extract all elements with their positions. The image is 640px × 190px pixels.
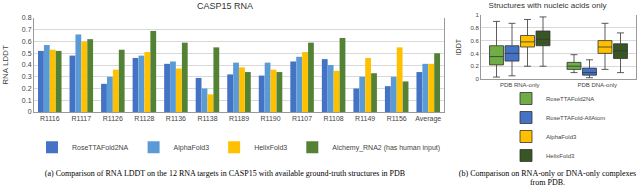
svg-text:HelixFold3: HelixFold3 xyxy=(254,144,287,151)
svg-text:0.7: 0.7 xyxy=(22,26,32,33)
svg-text:0.2: 0.2 xyxy=(22,85,32,92)
svg-text:RoseTTAFold-AllAtom: RoseTTAFold-AllAtom xyxy=(546,115,605,121)
svg-text:0: 0 xyxy=(475,76,479,82)
svg-text:0.6: 0.6 xyxy=(22,38,32,45)
svg-text:Structures with nucleic acids: Structures with nucleic acids only xyxy=(489,1,607,10)
svg-text:R1117: R1117 xyxy=(72,115,92,122)
svg-text:0.6: 0.6 xyxy=(470,38,479,44)
svg-text:0.4: 0.4 xyxy=(470,51,479,57)
svg-text:R1190: R1190 xyxy=(260,115,280,122)
svg-text:CASP15 RNA: CASP15 RNA xyxy=(197,1,253,11)
svg-text:HelixFold3: HelixFold3 xyxy=(546,153,575,159)
svg-text:R1116: R1116 xyxy=(40,115,60,122)
svg-text:R1108: R1108 xyxy=(324,115,344,122)
html-text:(a) Comparison of RNA LDDT on: (a) Comparison of RNA LDDT on the 12 RNA… xyxy=(44,169,406,178)
svg-text:Average: Average xyxy=(415,115,441,123)
svg-text:0.5: 0.5 xyxy=(22,50,32,57)
svg-text:Alchemy_RNA2 (has human input): Alchemy_RNA2 (has human input) xyxy=(332,144,440,152)
svg-text:R1138: R1138 xyxy=(197,115,217,122)
svg-text:R1126: R1126 xyxy=(103,115,123,122)
svg-text:0.4: 0.4 xyxy=(22,61,32,68)
svg-text:0.1: 0.1 xyxy=(22,97,32,104)
svg-text:0.2: 0.2 xyxy=(470,63,479,69)
svg-text:R1107: R1107 xyxy=(292,115,312,122)
svg-text:lDDT: lDDT xyxy=(455,38,462,55)
svg-text:0.8: 0.8 xyxy=(22,14,32,21)
svg-text:R1136: R1136 xyxy=(166,115,186,122)
svg-text:0.8: 0.8 xyxy=(470,25,479,31)
svg-text:AlphaFold3: AlphaFold3 xyxy=(174,144,210,152)
svg-text:R1189: R1189 xyxy=(229,115,249,122)
svg-text:R1128: R1128 xyxy=(134,115,154,122)
svg-text:R1156: R1156 xyxy=(387,115,407,122)
svg-text:RNA LDDT: RNA LDDT xyxy=(1,45,10,85)
svg-text:AlphaFold3: AlphaFold3 xyxy=(546,134,577,140)
svg-text:PDB DNA-only: PDB DNA-only xyxy=(577,82,617,88)
svg-text:RoseTTAFold2NA: RoseTTAFold2NA xyxy=(546,96,594,102)
svg-text:0: 0 xyxy=(28,108,32,115)
svg-text:R1149: R1149 xyxy=(355,115,375,122)
svg-text:PDB RNA-only: PDB RNA-only xyxy=(500,82,540,88)
svg-text:0.3: 0.3 xyxy=(22,73,32,80)
svg-text:RoseTTAFold2NA: RoseTTAFold2NA xyxy=(72,144,129,151)
svg-text:1: 1 xyxy=(475,12,479,18)
html-text:(b) Comparison on RNA-only or: (b) Comparison on RNA-only or DNA-only c… xyxy=(458,169,637,187)
